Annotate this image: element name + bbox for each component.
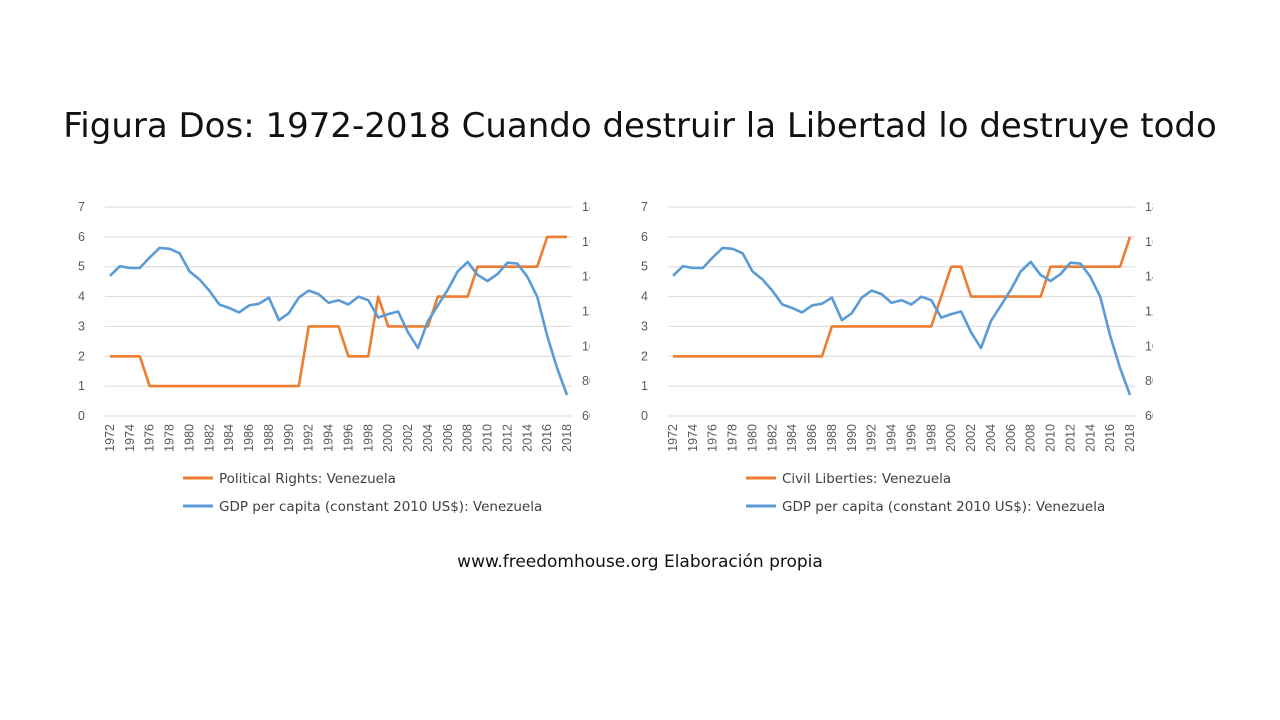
x-tick-label: 1984 [785, 424, 799, 452]
x-tick-label: 1990 [845, 424, 859, 452]
y-right-tick-label: 10000 [582, 339, 590, 353]
series-line-index [110, 235, 567, 388]
x-tick-label: 1988 [825, 424, 839, 452]
x-tick-label: 1982 [765, 424, 779, 452]
y-left-tick-label: 2 [78, 349, 85, 363]
x-tick-label: 1990 [282, 424, 296, 452]
y-left-tick-label: 0 [78, 409, 85, 423]
x-tick-label: 2000 [944, 424, 958, 452]
x-tick-label: 2018 [560, 424, 574, 452]
x-tick-label: 1976 [706, 424, 720, 452]
y-left-tick-label: 1 [641, 379, 648, 393]
x-tick-label: 2012 [500, 424, 514, 452]
y-left-tick-label: 7 [641, 200, 648, 214]
x-tick-label: 1974 [686, 424, 700, 452]
x-tick-label: 2004 [984, 424, 998, 452]
x-tick-label: 1992 [865, 424, 879, 452]
chart-civil-liberties: 0 1 2 3 4 5 6 7 6000 8000 10000 12000 14000 16000 1800… [641, 200, 1153, 515]
x-tick-label: 1978 [163, 424, 177, 452]
x-tick-label: 2016 [540, 424, 554, 452]
y-left-tick-label: 1 [78, 379, 85, 393]
y-left-tick-label: 4 [78, 290, 85, 304]
x-tick-label: 2008 [1024, 424, 1038, 452]
x-tick-label: 2006 [1004, 424, 1018, 452]
x-tick-label: 1994 [322, 424, 336, 452]
y-right-tick-label: 18000 [1145, 200, 1153, 214]
source-note: www.freedomhouse.org Elaboración propia [457, 552, 823, 572]
x-tick-label: 2014 [1083, 424, 1097, 452]
x-tick-label: 2008 [461, 424, 475, 452]
y-left-tick-label: 4 [641, 290, 648, 304]
x-tick-label: 1996 [904, 424, 918, 452]
legend-label: Civil Liberties: Venezuela [782, 471, 951, 487]
y-right-tick-label: 8000 [1145, 374, 1153, 388]
legend-label: GDP per capita (constant 2010 US$): Vene… [782, 499, 1105, 515]
x-tick-label: 1980 [182, 424, 196, 452]
y-right-tick-label: 6000 [582, 409, 590, 423]
x-tick-label: 1996 [341, 424, 355, 452]
x-tick-label: 1998 [361, 424, 375, 452]
legend-label: Political Rights: Venezuela [219, 471, 396, 487]
x-tick-label: 2000 [381, 424, 395, 452]
x-tick-label: 2012 [1063, 424, 1077, 452]
x-tick-label: 1974 [123, 424, 137, 452]
y-left-tick-label: 6 [641, 230, 648, 244]
x-tick-label: 2016 [1103, 424, 1117, 452]
y-left-tick-label: 6 [78, 230, 85, 244]
x-tick-label: 2010 [1044, 424, 1058, 452]
x-tick-label: 1994 [885, 424, 899, 452]
y-left-tick-label: 0 [641, 409, 648, 423]
x-tick-label: 1976 [143, 424, 157, 452]
slide-title: Figura Dos: 1972-2018 Cuando destruir la… [63, 106, 1217, 146]
x-tick-label: 1986 [242, 424, 256, 452]
x-tick-label: 1988 [262, 424, 276, 452]
y-left-tick-label: 3 [78, 319, 85, 333]
y-right-tick-label: 12000 [1145, 305, 1153, 319]
series-line-gdp [672, 246, 1132, 396]
x-tick-label: 2002 [401, 424, 415, 452]
x-tick-label: 1972 [103, 424, 117, 452]
x-tick-label: 1998 [924, 424, 938, 452]
y-right-tick-label: 16000 [582, 235, 590, 249]
chart-political-rights: 0 1 2 3 4 5 6 7 6000 8000 10000 12000 14000 16000 1800… [78, 200, 590, 515]
series-line-index [673, 236, 1132, 358]
y-left-tick-label: 5 [78, 260, 85, 274]
x-tick-label: 1972 [666, 424, 680, 452]
y-right-tick-label: 12000 [582, 305, 590, 319]
y-left-tick-label: 3 [641, 319, 648, 333]
x-tick-label: 1986 [805, 424, 819, 452]
x-tick-label: 2002 [964, 424, 978, 452]
series-line-gdp [109, 246, 569, 396]
x-tick-label: 2004 [421, 424, 435, 452]
legend-label: GDP per capita (constant 2010 US$): Vene… [219, 499, 542, 515]
y-right-tick-label: 16000 [1145, 235, 1153, 249]
x-tick-label: 2006 [441, 424, 455, 452]
y-right-tick-label: 10000 [1145, 339, 1153, 353]
x-tick-label: 1992 [302, 424, 316, 452]
x-tick-label: 1978 [726, 424, 740, 452]
y-left-tick-label: 2 [641, 349, 648, 363]
x-tick-label: 2018 [1123, 424, 1137, 452]
y-right-tick-label: 8000 [582, 374, 590, 388]
x-tick-label: 1984 [222, 424, 236, 452]
y-left-tick-label: 7 [78, 200, 85, 214]
x-tick-label: 1982 [202, 424, 216, 452]
y-right-tick-label: 14000 [1145, 270, 1153, 284]
y-left-tick-label: 5 [641, 260, 648, 274]
y-right-tick-label: 18000 [582, 200, 590, 214]
y-right-tick-label: 6000 [1145, 409, 1153, 423]
x-tick-label: 2014 [520, 424, 534, 452]
x-tick-label: 2010 [481, 424, 495, 452]
x-tick-label: 1980 [745, 424, 759, 452]
y-right-tick-label: 14000 [582, 270, 590, 284]
